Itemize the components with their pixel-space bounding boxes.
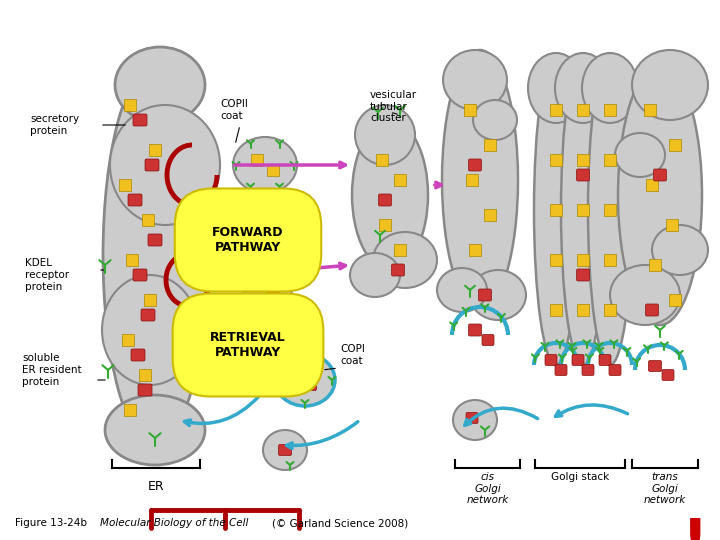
Text: Figure 13-24b: Figure 13-24b [15,518,94,528]
Ellipse shape [275,354,335,406]
Ellipse shape [632,50,708,120]
FancyBboxPatch shape [148,234,162,246]
FancyBboxPatch shape [577,269,590,281]
FancyBboxPatch shape [128,194,142,206]
Ellipse shape [588,55,632,365]
FancyBboxPatch shape [649,361,662,372]
Ellipse shape [437,268,487,312]
Ellipse shape [443,50,507,110]
FancyBboxPatch shape [138,384,152,396]
FancyBboxPatch shape [609,364,621,375]
FancyBboxPatch shape [266,284,279,294]
Ellipse shape [442,50,518,310]
Text: vesicular
tubular
cluster: vesicular tubular cluster [370,90,417,123]
Text: COPII
coat: COPII coat [220,99,248,121]
Text: Molecular Biology of the Cell: Molecular Biology of the Cell [100,518,248,528]
FancyBboxPatch shape [555,364,567,375]
FancyBboxPatch shape [469,324,482,336]
Ellipse shape [561,55,605,365]
Text: Golgi stack: Golgi stack [551,472,609,482]
FancyBboxPatch shape [662,369,674,381]
FancyBboxPatch shape [141,309,155,321]
FancyBboxPatch shape [654,169,667,181]
Ellipse shape [352,120,428,270]
FancyBboxPatch shape [279,444,292,456]
FancyBboxPatch shape [294,372,307,382]
FancyBboxPatch shape [479,289,492,301]
FancyBboxPatch shape [469,159,482,171]
FancyBboxPatch shape [482,334,494,346]
Text: FORWARD
PATHWAY: FORWARD PATHWAY [212,226,284,254]
FancyBboxPatch shape [599,354,611,366]
FancyBboxPatch shape [572,354,584,366]
Ellipse shape [652,225,708,275]
Ellipse shape [105,395,205,465]
Text: RETRIEVAL
PATHWAY: RETRIEVAL PATHWAY [210,331,286,359]
FancyBboxPatch shape [379,194,392,206]
Ellipse shape [263,430,307,470]
Ellipse shape [350,253,400,297]
Text: secretory
protein: secretory protein [30,114,79,136]
Ellipse shape [243,262,293,308]
Ellipse shape [453,400,497,440]
Ellipse shape [618,65,702,325]
Text: COPI
coat: COPI coat [340,344,365,366]
FancyBboxPatch shape [466,413,478,423]
FancyBboxPatch shape [133,269,147,281]
FancyBboxPatch shape [577,169,590,181]
FancyBboxPatch shape [392,264,405,276]
Text: cis
Golgi
network: cis Golgi network [467,472,509,505]
Ellipse shape [102,275,198,385]
Ellipse shape [610,265,680,325]
FancyBboxPatch shape [145,159,159,171]
Text: KDEL
receptor
protein: KDEL receptor protein [25,259,69,292]
Ellipse shape [355,105,415,165]
Ellipse shape [373,232,437,288]
Text: (© Garland Science 2008): (© Garland Science 2008) [272,518,408,528]
FancyBboxPatch shape [582,364,594,375]
FancyBboxPatch shape [545,354,557,366]
Ellipse shape [233,137,297,193]
Ellipse shape [470,270,526,320]
Ellipse shape [473,100,517,140]
FancyBboxPatch shape [304,380,317,390]
FancyBboxPatch shape [131,349,145,361]
FancyBboxPatch shape [646,304,659,316]
Text: ER: ER [148,480,164,493]
FancyBboxPatch shape [133,114,147,126]
Ellipse shape [103,65,207,445]
Ellipse shape [528,53,584,123]
Ellipse shape [582,53,638,123]
Text: soluble
ER resident
protein: soluble ER resident protein [22,353,81,387]
Text: !: ! [682,516,708,540]
Ellipse shape [110,105,220,225]
Ellipse shape [534,55,578,365]
Ellipse shape [115,47,205,123]
Ellipse shape [555,53,611,123]
Ellipse shape [615,133,665,177]
Text: trans
Golgi
network: trans Golgi network [644,472,686,505]
